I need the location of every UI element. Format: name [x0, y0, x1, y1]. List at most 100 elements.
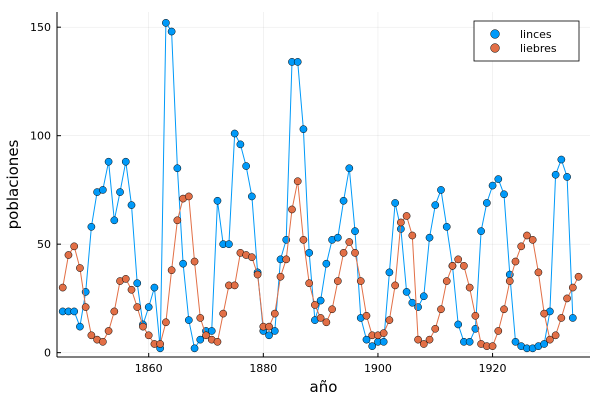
- data-point-hares: [76, 264, 84, 272]
- data-point-hares: [568, 283, 577, 292]
- data-point-hares: [190, 257, 199, 266]
- data-point-hares: [213, 337, 222, 346]
- data-point-hares: [505, 277, 514, 285]
- data-point-lynx: [133, 279, 142, 288]
- data-point-lynx: [190, 344, 199, 353]
- data-point-lynx: [414, 303, 422, 311]
- data-point-hares: [356, 277, 365, 285]
- data-point-hares: [282, 255, 291, 264]
- data-point-lynx: [465, 337, 474, 346]
- data-point-hares: [87, 331, 96, 340]
- data-point-lynx: [270, 327, 279, 335]
- data-point-hares: [230, 281, 239, 290]
- data-point-lynx: [248, 192, 256, 201]
- data-point-lynx: [184, 316, 193, 324]
- data-point-lynx: [293, 58, 302, 66]
- data-point-lynx: [207, 327, 216, 335]
- data-point-lynx: [568, 314, 577, 322]
- data-point-lynx: [419, 292, 428, 301]
- legend-box: [473, 20, 580, 62]
- data-point-hares: [167, 266, 176, 275]
- data-point-lynx: [540, 340, 549, 348]
- data-point-hares: [202, 331, 210, 340]
- series-lynx: [58, 18, 577, 353]
- data-point-lynx: [437, 186, 445, 194]
- data-point-lynx: [500, 190, 508, 199]
- y-axis-title: poblaciones: [4, 139, 22, 229]
- legend-marker-hares: [490, 43, 500, 53]
- data-point-hares: [391, 281, 399, 290]
- data-point-hares: [494, 327, 503, 335]
- data-point-lynx: [425, 233, 434, 242]
- data-point-lynx: [563, 173, 571, 181]
- legend-label-lynx: linces: [520, 28, 552, 41]
- data-point-hares: [219, 309, 228, 318]
- data-point-hares: [144, 331, 153, 340]
- data-point-hares: [184, 192, 193, 201]
- data-point-hares: [345, 238, 354, 246]
- x-tick-label: 1900: [364, 362, 392, 375]
- x-axis-title: año: [310, 378, 338, 396]
- data-point-lynx: [442, 222, 451, 231]
- axes: [56, 12, 590, 358]
- data-point-lynx: [230, 129, 239, 138]
- data-point-hares: [442, 277, 451, 285]
- data-point-lynx: [391, 199, 399, 207]
- data-point-hares: [574, 272, 583, 281]
- data-point-hares: [104, 327, 113, 335]
- data-point-hares: [328, 305, 336, 314]
- data-point-hares: [437, 305, 445, 314]
- data-point-hares: [557, 314, 566, 322]
- data-point-hares: [534, 268, 543, 277]
- data-point-lynx: [110, 216, 119, 225]
- data-point-hares: [70, 242, 79, 251]
- data-point-hares: [293, 177, 302, 186]
- data-point-lynx: [236, 140, 245, 149]
- data-point-hares: [133, 303, 142, 311]
- data-point-hares: [351, 248, 359, 257]
- data-point-hares: [471, 311, 480, 320]
- series-hares: [58, 177, 583, 351]
- data-point-lynx: [316, 296, 325, 305]
- data-point-lynx: [87, 222, 96, 231]
- data-point-lynx: [305, 248, 314, 257]
- data-point-lynx: [196, 335, 205, 344]
- data-point-lynx: [98, 186, 107, 194]
- data-point-lynx: [333, 233, 342, 242]
- data-point-hares: [276, 272, 285, 281]
- data-point-hares: [528, 235, 537, 244]
- data-point-lynx: [116, 188, 124, 196]
- data-point-hares: [110, 307, 119, 316]
- data-point-hares: [333, 277, 342, 285]
- data-point-hares: [81, 303, 90, 311]
- data-point-hares: [127, 285, 136, 294]
- data-point-lynx: [70, 307, 79, 316]
- data-point-hares: [248, 253, 256, 262]
- data-point-hares: [546, 335, 554, 344]
- data-point-lynx: [362, 335, 371, 344]
- data-point-hares: [454, 255, 463, 264]
- data-point-lynx: [385, 268, 394, 277]
- data-point-lynx: [167, 27, 176, 36]
- legend-marker-lynx: [490, 29, 500, 39]
- data-point-hares: [362, 311, 371, 320]
- series-layer: [58, 18, 583, 353]
- data-point-lynx: [494, 175, 503, 183]
- data-point-hares: [173, 216, 182, 225]
- y-tick-label: 50: [37, 238, 51, 251]
- data-point-lynx: [368, 342, 377, 351]
- data-point-lynx: [242, 162, 250, 170]
- data-point-hares: [431, 324, 440, 333]
- data-point-lynx: [127, 201, 136, 209]
- data-point-lynx: [213, 196, 222, 205]
- data-point-hares: [98, 337, 107, 346]
- data-point-hares: [270, 309, 279, 318]
- data-point-lynx: [173, 164, 182, 173]
- y-tick-label: 100: [30, 130, 51, 143]
- legend-label-hares: liebres: [520, 42, 557, 55]
- data-point-hares: [402, 212, 411, 220]
- data-point-hares: [419, 340, 428, 348]
- data-point-hares: [316, 314, 325, 322]
